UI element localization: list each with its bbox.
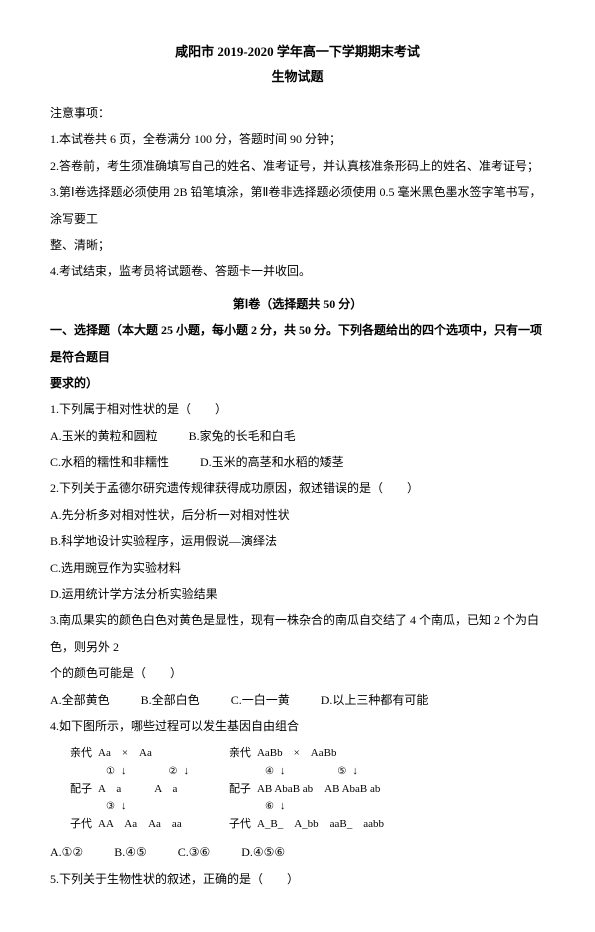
circle-1: ① — [106, 764, 115, 780]
q3-options: A.全部黄色 B.全部白色 C.一白一黄 D.以上三种都有可能 — [50, 687, 545, 713]
q4-opt-b: B.④⑤ — [114, 845, 147, 859]
child-label: 子代 — [229, 816, 251, 834]
q3-stem: 个的颜色可能是（ ） — [50, 660, 545, 686]
circle-5: ⑤ — [337, 764, 346, 780]
down-arrow-icon: ↓ — [121, 763, 127, 781]
parent-cross: AaBb × AaBb — [257, 745, 337, 763]
q2-opt-b: B.科学地设计实验程序，运用假说—演绎法 — [50, 528, 545, 554]
q1-opt-d: D.玉米的高茎和水稻的矮茎 — [200, 455, 344, 469]
notice-item: 4.考试结束，监考员将试题卷、答题卡一并收回。 — [50, 258, 545, 284]
notice-heading: 注意事项： — [50, 100, 545, 126]
q1-options-row2: C.水稻的糯性和非糯性 D.玉米的高茎和水稻的矮茎 — [50, 449, 545, 475]
q2-opt-d: D.运用统计学方法分析实验结果 — [50, 581, 545, 607]
parent-label: 亲代 — [70, 745, 92, 763]
exam-title: 咸阳市 2019-2020 学年高一下学期期末考试 — [50, 40, 545, 63]
gametes: AB AbaB ab AB AbaB ab — [257, 781, 380, 799]
q1-opt-b: B.家兔的长毛和白毛 — [189, 429, 296, 443]
q4-options: A.①② B.④⑤ C.③⑥ D.④⑤⑥ — [50, 839, 545, 865]
q4-diagram: 亲代 Aa × Aa ① ↓ ② ↓ 配子 A a A a ③ ↓ 子代 AA … — [70, 745, 545, 833]
down-arrow-icon: ↓ — [280, 798, 286, 816]
children: A_B_ A_bb aaB_ aabb — [257, 816, 384, 834]
circle-6: ⑥ — [265, 799, 274, 815]
q3-opt-d: D.以上三种都有可能 — [321, 693, 429, 707]
circle-2: ② — [168, 764, 177, 780]
notice-item: 1.本试卷共 6 页，全卷满分 100 分，答题时间 90 分钟； — [50, 126, 545, 152]
parent-label: 亲代 — [229, 745, 251, 763]
q4-stem: 4.如下图所示，哪些过程可以发生基因自由组合 — [50, 713, 545, 739]
q1-opt-c: C.水稻的糯性和非糯性 — [50, 455, 169, 469]
q1-opt-a: A.玉米的黄粒和圆粒 — [50, 429, 158, 443]
part1-instruction: 要求的） — [50, 370, 545, 396]
exam-subject: 生物试题 — [50, 63, 545, 92]
down-arrow-icon: ↓ — [121, 798, 127, 816]
q3-opt-a: A.全部黄色 — [50, 693, 110, 707]
q2-opt-a: A.先分析多对相对性状，后分析一对相对性状 — [50, 502, 545, 528]
gamete-label: 配子 — [70, 781, 92, 799]
q1-options-row1: A.玉米的黄粒和圆粒 B.家兔的长毛和白毛 — [50, 423, 545, 449]
down-arrow-icon: ↓ — [352, 763, 358, 781]
part1-instruction: 一、选择题（本大题 25 小题，每小题 2 分，共 50 分。下列各题给出的四个… — [50, 317, 545, 370]
notice-item: 整、清晰； — [50, 232, 545, 258]
q4-diagram-left: 亲代 Aa × Aa ① ↓ ② ↓ 配子 A a A a ③ ↓ 子代 AA … — [70, 745, 189, 833]
part1-title: 第Ⅰ卷（选择题共 50 分） — [50, 291, 545, 317]
q4-diagram-right: 亲代 AaBb × AaBb ④ ↓ ⑤ ↓ 配子 AB AbaB ab AB … — [229, 745, 384, 833]
q4-opt-d: D.④⑤⑥ — [241, 845, 285, 859]
child-label: 子代 — [70, 816, 92, 834]
q3-opt-b: B.全部白色 — [141, 693, 200, 707]
q4-opt-c: C.③⑥ — [178, 845, 211, 859]
down-arrow-icon: ↓ — [280, 763, 286, 781]
down-arrow-icon: ↓ — [183, 763, 189, 781]
children: AA Aa Aa aa — [98, 816, 182, 834]
notice-item: 2.答卷前，考生须准确填写自己的姓名、准考证号，并认真核准条形码上的姓名、准考证… — [50, 153, 545, 179]
q3-opt-c: C.一白一黄 — [231, 693, 290, 707]
q1-stem: 1.下列属于相对性状的是（ ） — [50, 396, 545, 422]
q4-opt-a: A.①② — [50, 845, 83, 859]
gametes: A a A a — [98, 781, 177, 799]
gamete-label: 配子 — [229, 781, 251, 799]
q3-stem: 3.南瓜果实的颜色白色对黄色是显性，现有一株杂合的南瓜自交结了 4 个南瓜，已知… — [50, 607, 545, 660]
q2-opt-c: C.选用豌豆作为实验材料 — [50, 555, 545, 581]
circle-3: ③ — [106, 799, 115, 815]
q5-stem: 5.下列关于生物性状的叙述，正确的是（ ） — [50, 866, 545, 892]
circle-4: ④ — [265, 764, 274, 780]
notice-item: 3.第Ⅰ卷选择题必须使用 2B 铅笔填涂，第Ⅱ卷非选择题必须使用 0.5 毫米黑… — [50, 179, 545, 232]
parent-cross: Aa × Aa — [98, 745, 152, 763]
q2-stem: 2.下列关于孟德尔研究遗传规律获得成功原因，叙述错误的是（ ） — [50, 475, 545, 501]
